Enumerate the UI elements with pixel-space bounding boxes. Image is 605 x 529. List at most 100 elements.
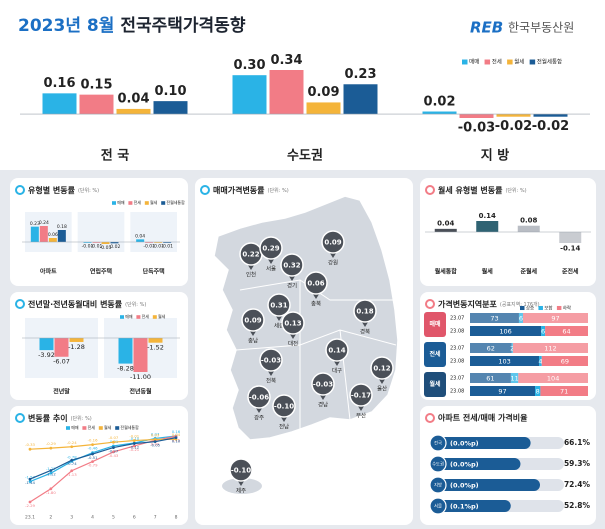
- bar: [69, 338, 84, 342]
- value-label: -0.02: [532, 119, 569, 134]
- point: [70, 469, 74, 473]
- icon: [425, 185, 435, 195]
- value-label: 0.14: [479, 212, 496, 220]
- pin-value: 0.31: [270, 302, 287, 310]
- bar-segment: [545, 326, 588, 336]
- value-label: -0.43: [109, 453, 119, 458]
- legend-swatch: [529, 59, 536, 65]
- bar: [39, 226, 48, 242]
- bar: [432, 479, 540, 491]
- bar: [101, 242, 110, 244]
- value-label: 0.09: [307, 85, 339, 100]
- value-label: 0.08: [520, 216, 537, 224]
- bar: [306, 102, 341, 115]
- pin: [247, 385, 271, 409]
- category-label: 지 방: [481, 148, 509, 164]
- bar: [154, 242, 163, 243]
- group-badge: [424, 312, 446, 337]
- point: [132, 444, 136, 448]
- x-tick-label: 3: [70, 515, 73, 521]
- value-label: 0.04: [117, 92, 149, 107]
- legend-swatch: [136, 315, 141, 319]
- pin-value: 0.18: [356, 308, 373, 316]
- pin: [259, 236, 283, 260]
- value-label: -0.02: [495, 119, 532, 134]
- segment-label: 11: [510, 375, 518, 383]
- unit: (단위: %): [125, 301, 146, 308]
- legend-label: 전월세통합: [537, 58, 562, 66]
- legend-label: 월세: [158, 313, 166, 319]
- region-name: 울산: [377, 385, 387, 393]
- bar: [30, 226, 39, 242]
- value-label: 0.04: [437, 220, 454, 228]
- x-tick-label: 7: [154, 515, 157, 521]
- region-name: 경남: [318, 401, 328, 409]
- segment-label: 4: [538, 358, 542, 366]
- icon: [200, 185, 210, 195]
- point: [70, 458, 74, 462]
- value-label: -0.16: [88, 438, 98, 443]
- legend-label: 월세: [104, 424, 112, 430]
- segment-label: 64: [562, 328, 570, 336]
- bar: [54, 338, 69, 357]
- legend-swatch: [120, 315, 124, 319]
- legend-label: 월세: [150, 199, 158, 205]
- title: 월세 유형별 변동률: [438, 185, 503, 195]
- period-label: 23.08: [450, 389, 464, 395]
- segment-label: 2: [510, 345, 514, 353]
- period-label: 23.07: [450, 376, 464, 382]
- value-label: -0.02: [109, 244, 121, 250]
- unit: (단위: %): [505, 187, 526, 194]
- panel-icons: [15, 185, 435, 423]
- legend-label: 매매: [117, 199, 125, 205]
- title-text: 전국주택가격동향: [120, 15, 245, 36]
- pin-value: 0.32: [283, 262, 300, 270]
- x-tick-label: 8: [175, 515, 178, 521]
- group-badge: [424, 342, 446, 367]
- bar: [136, 239, 145, 242]
- legend-label: 전세: [88, 424, 96, 430]
- icon: [425, 299, 435, 309]
- period-label: 23.07: [450, 346, 464, 352]
- category-label: 준월세: [520, 268, 537, 276]
- region-name: 경기: [287, 282, 297, 290]
- pin: [325, 338, 349, 362]
- legend-swatch: [152, 315, 157, 319]
- subtitle: (공표지역: 176개): [500, 301, 540, 308]
- bar: [83, 242, 92, 243]
- segment-label: 97: [498, 388, 506, 396]
- bar: [118, 338, 133, 364]
- value-label: -1.44: [25, 480, 35, 485]
- region-name: 전북: [266, 377, 276, 385]
- region-name: 충남: [248, 337, 258, 345]
- point: [174, 436, 178, 440]
- column-background: [130, 212, 177, 252]
- legend-label: 전세: [134, 199, 142, 205]
- segment-label: 6: [541, 328, 545, 336]
- bar: [432, 500, 511, 512]
- value-label: -0.78: [67, 454, 77, 459]
- bar: [269, 70, 304, 115]
- line: [29, 438, 177, 450]
- value-label: -1.12: [46, 471, 56, 476]
- panel-title: 아파트 전세/매매 가격비율: [438, 413, 528, 423]
- bar: [559, 232, 582, 243]
- panel-title: 유형별 변동률 (단위: %): [28, 185, 99, 195]
- point: [91, 443, 94, 447]
- point: [153, 440, 157, 444]
- pin: [272, 394, 296, 418]
- change-label: (0.0%p): [450, 440, 479, 448]
- category-label: 서울: [434, 503, 442, 510]
- region-name: 충북: [311, 300, 321, 308]
- icon: [15, 185, 25, 195]
- value-label: 0.34: [270, 53, 302, 68]
- pin-value: 0.29: [262, 245, 279, 253]
- point: [112, 450, 115, 454]
- x-tick-label: 2: [49, 515, 52, 521]
- segment-label: 73: [490, 315, 498, 323]
- title-date: 2023년 8월: [18, 16, 114, 36]
- bar: [110, 242, 119, 244]
- segment-label: 61: [486, 375, 494, 383]
- panel-title: 전년말·전년동월대비 변동률 (단위: %): [28, 299, 146, 309]
